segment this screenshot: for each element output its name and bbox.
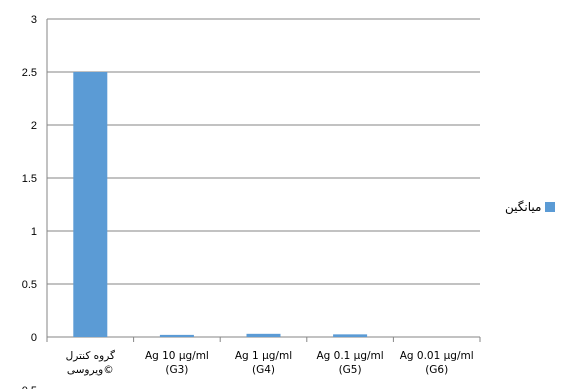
y-tick-label: 1 [31,226,37,238]
x-category-label: (G3) [165,364,188,376]
x-category-label: Ag 10 µg/ml [145,350,209,362]
x-category-label: Ag 0.1 µg/ml [316,350,383,362]
x-category-label: (G5) [339,364,362,376]
bar [73,72,108,337]
y-tick-label: 2 [31,120,37,132]
y-tick-label: -0.5 [18,385,37,389]
bar [159,334,194,337]
bar [246,333,281,337]
y-tick-label: 0 [31,332,37,344]
x-category-label: گروه کنترل [66,349,115,362]
x-category-label: Ag 0.01 µg/ml [400,350,474,362]
y-tick-label: 3 [31,14,37,26]
x-category-label: Ag 1 µg/ml [235,350,292,362]
y-tick-label: 2.5 [22,67,37,79]
x-category-label: ویروسی© [67,364,114,376]
y-tick-label: 1.5 [22,173,37,185]
x-category-label: (G4) [252,364,275,376]
legend-label: میانگین [505,200,542,214]
x-category-label: (G6) [425,364,448,376]
legend-swatch [545,202,556,212]
y-tick-label: 0.5 [22,279,37,291]
legend: میانگین [505,200,556,214]
bar [333,334,368,337]
